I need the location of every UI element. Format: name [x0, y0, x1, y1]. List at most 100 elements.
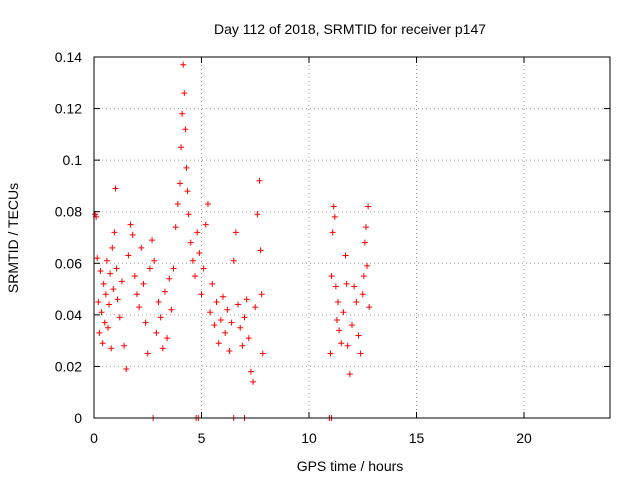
data-point — [100, 280, 107, 287]
data-point — [239, 342, 246, 349]
data-point — [159, 345, 166, 352]
data-point — [181, 90, 188, 97]
chart-title: Day 112 of 2018, SRMTID for receiver p14… — [214, 21, 486, 37]
data-point — [178, 144, 185, 151]
data-point — [357, 350, 364, 357]
data-point — [103, 257, 110, 264]
y-tick-label: 0.04 — [55, 307, 82, 323]
data-point — [360, 273, 367, 280]
data-point — [134, 291, 140, 298]
data-point — [179, 110, 186, 117]
data-point — [101, 319, 108, 326]
data-point — [327, 350, 334, 357]
data-point — [196, 249, 203, 256]
y-tick-label: 0.14 — [55, 49, 82, 65]
data-point — [226, 347, 233, 354]
data-point — [259, 350, 266, 357]
data-point — [365, 203, 372, 210]
data-point — [258, 291, 265, 298]
data-point — [209, 280, 216, 287]
data-point — [256, 177, 263, 184]
data-point — [257, 247, 264, 254]
data-point — [202, 221, 209, 228]
y-tick-label: 0.12 — [55, 101, 82, 117]
y-tick-label: 0.1 — [63, 152, 83, 168]
data-point — [182, 126, 189, 133]
data-point — [149, 237, 156, 244]
data-point — [92, 211, 99, 218]
data-point — [228, 319, 235, 326]
data-point — [164, 335, 171, 342]
data-point — [194, 229, 201, 236]
data-point — [364, 262, 371, 269]
data-point — [187, 239, 194, 246]
y-tick-label: 0.02 — [55, 358, 82, 374]
data-point — [340, 309, 347, 316]
data-point — [344, 342, 351, 349]
data-point — [366, 304, 373, 311]
data-point — [121, 342, 128, 349]
data-point — [189, 257, 196, 264]
data-point — [217, 317, 224, 324]
y-axis-label: SRMTID / TECUs — [5, 183, 21, 293]
data-point — [131, 273, 138, 280]
data-point — [184, 188, 191, 195]
y-tick-label: 0 — [74, 410, 82, 426]
data-point — [174, 200, 181, 207]
data-point — [336, 327, 343, 334]
data-point — [112, 185, 119, 192]
data-point — [142, 319, 149, 326]
data-point — [331, 213, 338, 220]
data-point — [106, 301, 113, 308]
plot-frame — [93, 56, 611, 419]
data-point — [252, 304, 259, 311]
data-point — [224, 306, 231, 313]
data-point — [111, 229, 118, 236]
data-point — [172, 224, 179, 231]
data-point — [346, 371, 353, 378]
data-point — [98, 309, 105, 316]
data-points — [92, 61, 373, 421]
data-point — [161, 288, 168, 295]
data-point — [247, 368, 254, 375]
data-point — [230, 257, 237, 264]
data-point — [211, 322, 218, 329]
data-point — [361, 239, 368, 246]
data-point — [241, 314, 248, 321]
data-point — [185, 211, 192, 218]
data-point — [355, 332, 362, 339]
data-point — [109, 244, 116, 251]
data-point — [245, 335, 252, 342]
data-point — [250, 378, 257, 385]
data-point — [110, 286, 117, 293]
data-point — [127, 221, 134, 228]
data-point — [207, 309, 214, 316]
data-point — [168, 306, 175, 313]
data-point — [129, 231, 136, 238]
x-tick-label: 0 — [90, 430, 98, 446]
data-point — [107, 270, 114, 277]
data-point — [177, 180, 183, 187]
data-point — [330, 203, 337, 210]
data-point — [349, 322, 355, 329]
data-point — [359, 291, 366, 298]
data-point — [332, 283, 339, 290]
data-point — [138, 244, 145, 251]
data-point — [146, 265, 153, 272]
data-point — [353, 298, 360, 305]
y-tick-label: 0.08 — [55, 204, 82, 220]
x-tick-label: 15 — [409, 430, 425, 446]
data-point — [222, 329, 229, 336]
data-point — [343, 280, 350, 287]
data-point — [232, 229, 239, 236]
data-point — [254, 211, 261, 218]
data-point — [329, 229, 336, 236]
data-point — [140, 280, 147, 287]
x-axis-label: GPS time / hours — [297, 458, 404, 474]
x-tick-label: 20 — [516, 430, 532, 446]
data-point — [116, 314, 123, 321]
data-point — [192, 273, 199, 280]
grid-lines — [94, 57, 610, 418]
data-point — [180, 61, 187, 68]
